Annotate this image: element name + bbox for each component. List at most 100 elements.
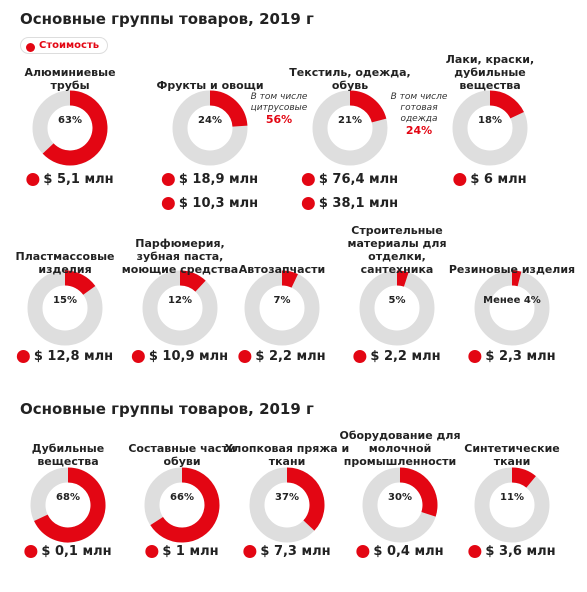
amount-text: $ 0,1 млн xyxy=(41,544,112,559)
amount-text: $ 1 млн xyxy=(162,544,219,559)
amount-text: $ 5,1 млн xyxy=(43,172,114,187)
amount: $ 0,1 млн xyxy=(24,544,112,559)
amount: $ 0,4 млн xyxy=(356,544,444,559)
label-text: Пластмассовые изделия xyxy=(15,250,115,276)
amount: $ 2,2 млн xyxy=(238,349,326,364)
donut-track xyxy=(359,270,435,346)
money-icon xyxy=(353,350,367,363)
amount-text: $ 10,3 млн xyxy=(178,196,259,211)
value-label: Менее 4% xyxy=(483,295,541,306)
donut-arc xyxy=(150,467,220,543)
money-icon xyxy=(468,545,482,558)
section-title: Основные группы товаров, 2019 г xyxy=(20,400,314,418)
donut-arc xyxy=(396,270,409,287)
value-label: 5% xyxy=(389,295,406,306)
note: В том числе готовая одежда 24% xyxy=(390,92,448,136)
amount-text: $ 18,9 млн xyxy=(178,172,259,187)
money-icon xyxy=(468,350,482,363)
amount: $ 18,9 млн xyxy=(161,172,259,187)
donut-arc xyxy=(511,270,522,287)
label-text: Хлопковая пряжа и ткани xyxy=(224,442,350,468)
item-label: Строительные материалы для отделки, сант… xyxy=(332,222,462,276)
donut-arc xyxy=(399,467,438,517)
item-label: Хлопковая пряжа и ткани xyxy=(222,428,352,468)
donut-arc xyxy=(489,90,524,119)
amount: $ 10,9 млн xyxy=(131,349,229,364)
donut-arc xyxy=(349,90,387,123)
amount-text: $ 3,6 млн xyxy=(485,544,556,559)
amount-text: $ 2,2 млн xyxy=(370,349,441,364)
money-icon xyxy=(24,545,38,558)
amount: $ 2,3 млн xyxy=(468,349,556,364)
value-label: 12% xyxy=(168,295,192,306)
item-label: Составные части обуви xyxy=(117,428,247,468)
donut-track xyxy=(244,270,320,346)
value-label: 21% xyxy=(338,115,362,126)
money-icon xyxy=(16,350,30,363)
label-text: Фрукты и овощи xyxy=(156,79,264,92)
amount-text: $ 6 млн xyxy=(470,172,527,187)
note-text: В том числе готовая одежда xyxy=(390,92,448,124)
value-label: 24% xyxy=(198,115,222,126)
donut-arc xyxy=(179,270,206,292)
legend: Стоимость xyxy=(20,37,109,54)
label-text: Автозапчасти xyxy=(238,263,326,276)
money-icon xyxy=(145,545,159,558)
value-label: 7% xyxy=(274,295,291,306)
value-label: 18% xyxy=(478,115,502,126)
donut-track xyxy=(142,270,218,346)
value-label: 66% xyxy=(170,492,194,503)
label-text: Парфюмерия, зубная паста, моющие средств… xyxy=(121,237,239,276)
money-icon xyxy=(243,545,257,558)
amount: $ 76,4 млн xyxy=(301,172,399,187)
money-icon xyxy=(26,173,40,186)
amount: $ 2,2 млн xyxy=(353,349,441,364)
amount-text: $ 0,4 млн xyxy=(373,544,444,559)
money-icon xyxy=(161,197,175,210)
value-label: 63% xyxy=(58,115,82,126)
label-text: Лаки, краски, дубильные вещества xyxy=(445,53,535,92)
donut-arc xyxy=(209,90,248,128)
note-value: 56% xyxy=(265,113,293,126)
amount-text: $ 10,9 млн xyxy=(148,349,229,364)
amount-text: $ 12,8 млн xyxy=(33,349,114,364)
item-label: Оборудование для молочной промышленности xyxy=(335,428,465,468)
item-label: Дубильные вещества xyxy=(3,428,133,468)
label-text: Алюминиевые трубы xyxy=(24,66,116,92)
amount: $ 7,3 млн xyxy=(243,544,331,559)
money-icon xyxy=(301,197,315,210)
item-label: Алюминиевые трубы xyxy=(5,58,135,92)
amount: $ 38,1 млн xyxy=(301,196,399,211)
amount: $ 5,1 млн xyxy=(26,172,114,187)
label-text: Дубильные вещества xyxy=(31,442,105,468)
amount: $ 3,6 млн xyxy=(468,544,556,559)
item-label: Текстиль, одежда, обувь xyxy=(285,58,415,92)
item-label: Лаки, краски, дубильные вещества xyxy=(425,53,555,92)
money-icon xyxy=(356,545,370,558)
money-icon xyxy=(131,350,145,363)
donut-arc xyxy=(281,270,298,288)
money-icon xyxy=(301,173,315,186)
label-text: Резиновые изделия xyxy=(448,263,576,276)
amount: $ 6 млн xyxy=(453,172,527,187)
label-text: Строительные материалы для отделки, сант… xyxy=(347,224,447,276)
amount: $ 1 млн xyxy=(145,544,219,559)
value-label: 11% xyxy=(500,492,524,503)
amount: $ 10,3 млн xyxy=(161,196,259,211)
amount: $ 12,8 млн xyxy=(16,349,114,364)
money-icon xyxy=(238,350,252,363)
item-label: Резиновые изделия xyxy=(447,222,577,276)
note: В том числе цитрусовые 56% xyxy=(250,92,308,125)
amount-text: $ 38,1 млн xyxy=(318,196,399,211)
donut-arc xyxy=(42,90,108,166)
value-label: 68% xyxy=(56,492,80,503)
label-text: Составные части обуви xyxy=(128,442,236,468)
section-title: Основные группы товаров, 2019 г xyxy=(20,10,314,28)
item-label: Пластмассовые изделия xyxy=(0,222,130,276)
label-text: Текстиль, одежда, обувь xyxy=(289,66,411,92)
item-label: Синтетические ткани xyxy=(447,428,577,468)
amount-text: $ 76,4 млн xyxy=(318,172,399,187)
label-text: Синтетические ткани xyxy=(464,442,560,468)
